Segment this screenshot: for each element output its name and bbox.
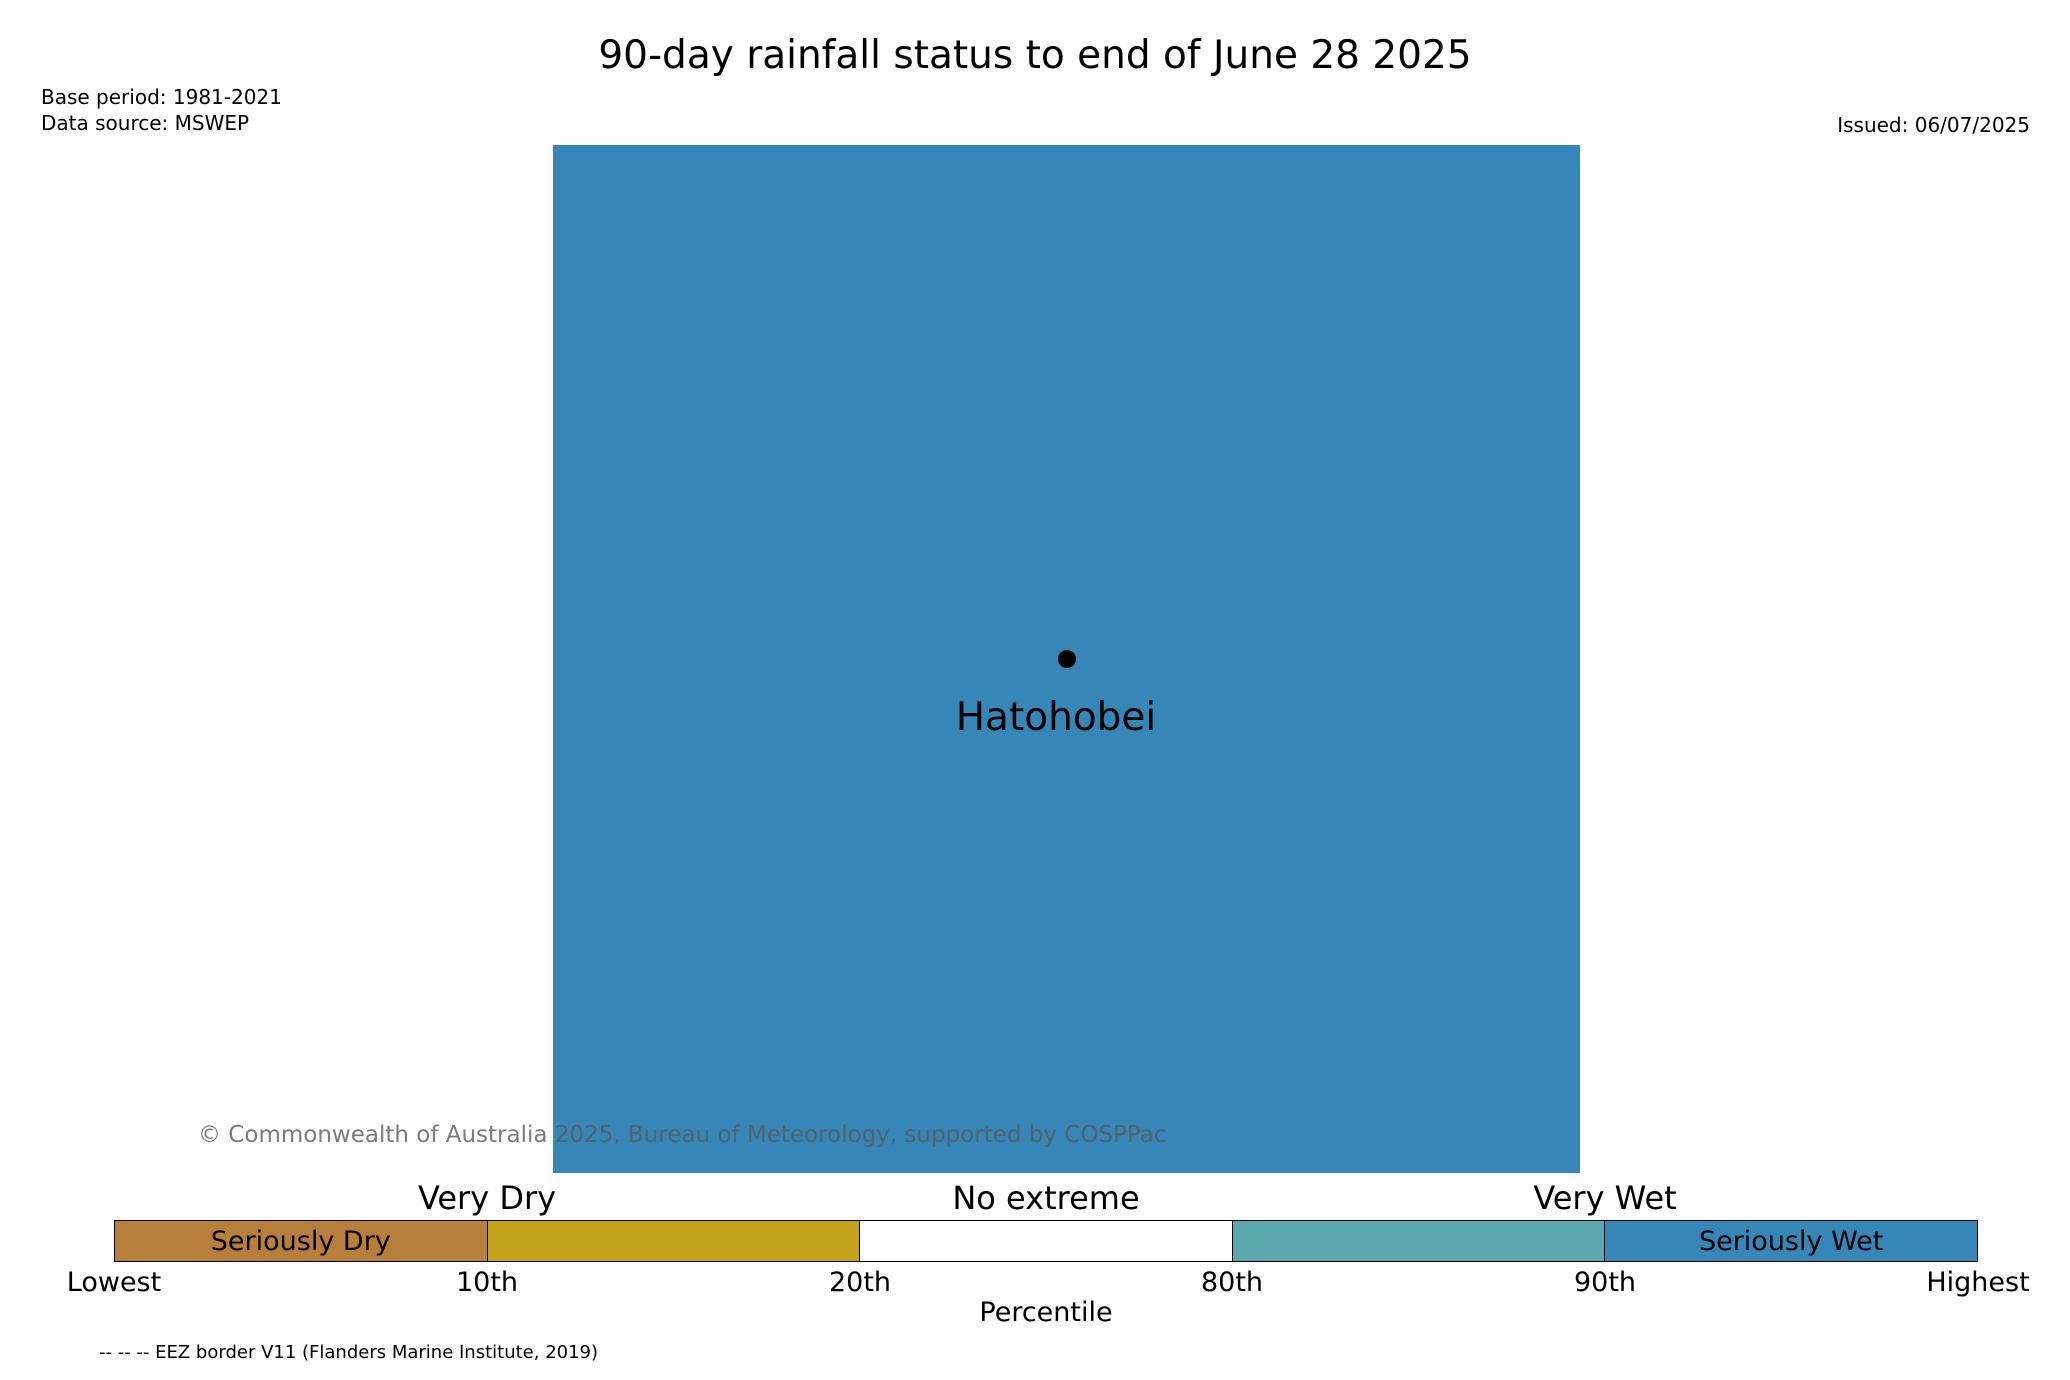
location-label: Hatohobei: [956, 695, 1157, 740]
data-source-text: Data source: MSWEP: [41, 111, 250, 135]
tick-label-90th: 90th: [1573, 1267, 1637, 1298]
copyright-text: © Commonwealth of Australia 2025, Bureau…: [198, 1122, 1167, 1148]
page-title: 90-day rainfall status to end of June 28…: [598, 33, 1472, 78]
category-very-dry: Very Dry: [417, 1179, 557, 1217]
legend-colorbar: Seriously Dry Seriously Wet: [114, 1220, 1978, 1262]
legend-segment-very-wet: [1231, 1221, 1605, 1261]
eez-border-note: -- -- -- EEZ border V11 (Flanders Marine…: [99, 1342, 599, 1363]
tick-label-lowest: Lowest: [66, 1267, 162, 1298]
legend-axis-label: Percentile: [979, 1297, 1113, 1328]
tick-label-10th: 10th: [455, 1267, 519, 1298]
issued-date-text: Issued: 06/07/2025: [1837, 113, 2030, 137]
tick-label-80th: 80th: [1200, 1267, 1264, 1298]
tick-label-highest: Highest: [1926, 1267, 2030, 1298]
legend-segment-very-dry: [486, 1221, 860, 1261]
legend-segment-no-extreme: [859, 1221, 1232, 1261]
legend-segment-seriously-wet: Seriously Wet: [1604, 1221, 1977, 1261]
location-marker: [1058, 650, 1076, 668]
legend-segment-seriously-dry: Seriously Dry: [115, 1221, 487, 1261]
map-canvas: Hatohobei: [553, 145, 1580, 1173]
map-panel: Hatohobei: [553, 145, 1580, 1173]
category-no-extreme: No extreme: [952, 1179, 1140, 1217]
tick-label-20th: 20th: [828, 1267, 892, 1298]
category-very-wet: Very Wet: [1533, 1179, 1677, 1217]
base-period-text: Base period: 1981-2021: [41, 85, 282, 109]
